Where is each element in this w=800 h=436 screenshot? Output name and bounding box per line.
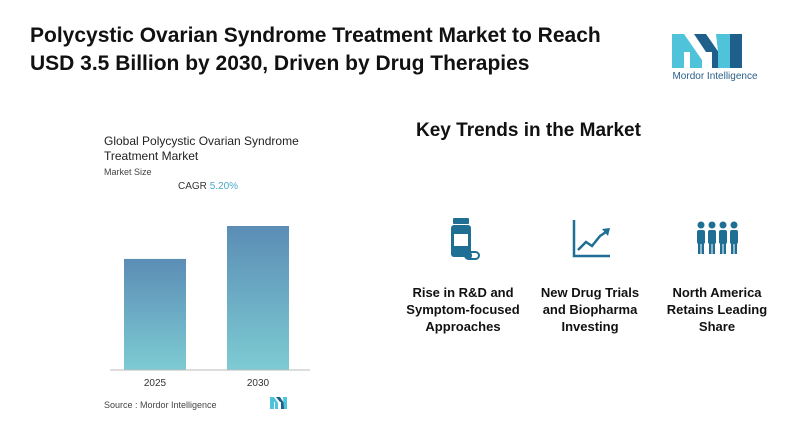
mordor-small-logo-icon bbox=[270, 397, 287, 409]
page-headline: Polycystic Ovarian Syndrome Treatment Ma… bbox=[30, 24, 601, 75]
cagr-value: 5.20% bbox=[209, 181, 239, 192]
chart-subtitle: Market Size bbox=[104, 167, 152, 177]
trend-label-rnd: Rise in R&D and Symptom-focused Approach… bbox=[406, 285, 520, 334]
people-group-icon bbox=[697, 221, 738, 254]
trend-item-drug-trials: New Drug Trials and Biopharma Investing bbox=[530, 214, 650, 335]
bar-2025 bbox=[124, 258, 186, 370]
trend-label-drug-trials: New Drug Trials and Biopharma Investing bbox=[540, 285, 640, 334]
bar-2030 bbox=[227, 226, 289, 370]
mordor-logo-icon bbox=[672, 34, 742, 68]
trend-item-rnd: Rise in R&D and Symptom-focused Approach… bbox=[403, 214, 523, 335]
x-tick-label-2030: 2030 bbox=[247, 378, 270, 389]
trend-chart-icon bbox=[572, 220, 610, 258]
x-tick-label-2025: 2025 bbox=[144, 378, 167, 389]
chart-title: Global Polycystic Ovarian Syndrome Treat… bbox=[104, 134, 299, 163]
brand-name: Mordor Intelligence bbox=[672, 71, 758, 82]
trend-item-north-america: North America Retains Leading Share bbox=[657, 214, 777, 335]
chart-source: Source : Mordor Intelligence bbox=[104, 400, 217, 410]
cagr-text: CAGR 5.20% bbox=[178, 181, 238, 192]
medicine-bottle-icon bbox=[451, 218, 480, 260]
trend-label-north-america: North America Retains Leading Share bbox=[666, 285, 768, 334]
cagr-label: CAGR bbox=[178, 181, 207, 192]
key-trends-title: Key Trends in the Market bbox=[416, 120, 641, 141]
market-size-bar-chart: 2025 2030 bbox=[110, 226, 310, 389]
